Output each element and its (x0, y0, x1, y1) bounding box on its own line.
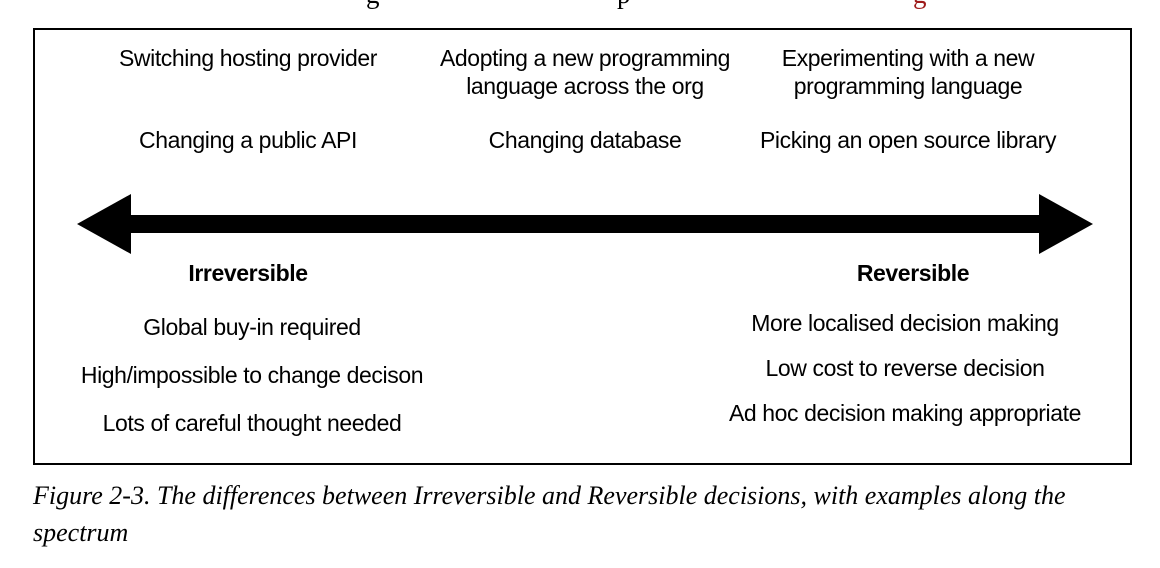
arrow-right-head-icon (1039, 194, 1093, 254)
cropped-text-line: g p g (0, 0, 1160, 9)
cropped-descender-glyph: g (366, 0, 380, 9)
trait-item: Global buy-in required (143, 314, 361, 340)
trait-item: More localised decision making (751, 310, 1059, 336)
example-item: Adopting a new programming language acro… (439, 45, 731, 99)
cropped-link-glyph[interactable]: g (913, 0, 927, 9)
trait-item: Ad hoc decision making appropriate (728, 400, 1082, 426)
label-reversible: Reversible (856, 260, 970, 286)
figure-box: Switching hosting provider Adopting a ne… (33, 28, 1132, 465)
cropped-descender-glyph: p (617, 0, 631, 9)
trait-item: Low cost to reverse decision (765, 355, 1045, 381)
example-item: Experimenting with a new programming lan… (781, 45, 1035, 99)
spectrum-arrow (77, 194, 1093, 254)
arrow-shaft (131, 215, 1039, 233)
figure-caption: Figure 2-3. The differences between Irre… (33, 481, 1066, 547)
example-item: Changing database (488, 127, 682, 153)
arrow-left-head-icon (77, 194, 131, 254)
trait-item: High/impossible to change decison (80, 362, 424, 388)
example-item: Switching hosting provider (118, 45, 378, 71)
example-item: Picking an open source library (759, 127, 1057, 153)
label-irreversible: Irreversible (188, 260, 308, 286)
trait-item: Lots of careful thought needed (102, 410, 402, 436)
example-item: Changing a public API (139, 127, 357, 153)
